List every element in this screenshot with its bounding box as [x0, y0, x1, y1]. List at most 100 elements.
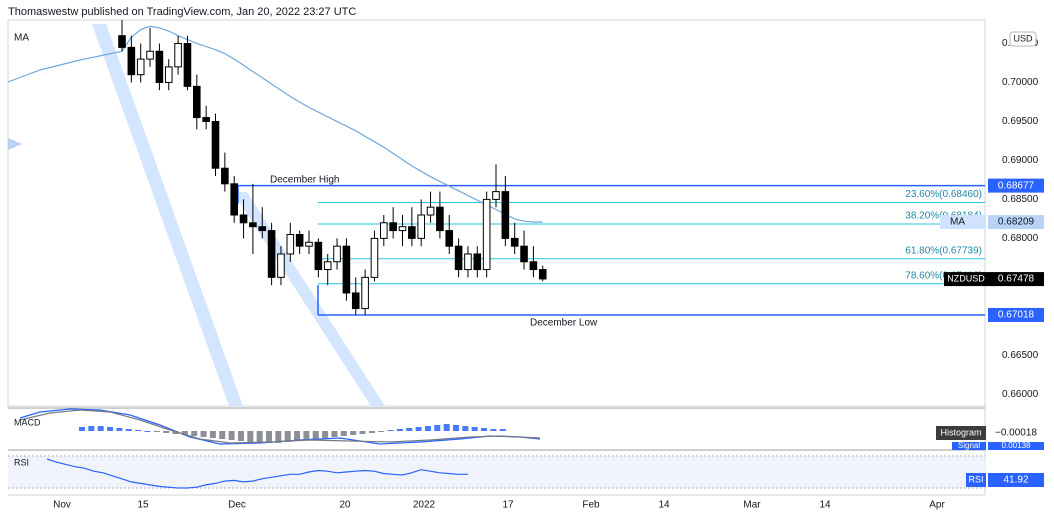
candle[interactable] [529, 261, 538, 271]
macd-bar [125, 429, 132, 431]
macd-bar [359, 431, 366, 434]
macd-signal-line [19, 409, 541, 444]
signal-label-bg [952, 442, 986, 450]
candle[interactable] [323, 261, 332, 271]
candle[interactable] [342, 245, 351, 294]
candle[interactable] [501, 191, 510, 239]
candle[interactable] [211, 120, 220, 169]
candle[interactable] [520, 245, 528, 263]
december-low-label: December Low [530, 318, 598, 329]
x-tick-label: 15 [137, 500, 149, 511]
x-tick-label: Dec [228, 500, 246, 511]
candle[interactable] [464, 253, 472, 271]
candle[interactable] [267, 230, 276, 278]
candle[interactable] [398, 226, 407, 232]
macd-legend-label: MACD [14, 417, 41, 427]
macd-bar [256, 431, 263, 443]
y-tick-label: 0.68500 [1002, 194, 1039, 205]
candle[interactable] [361, 276, 369, 310]
dec-low-tag-bg [988, 307, 1044, 322]
currency-badge[interactable] [1009, 31, 1037, 47]
fib-label: 23.60%(0.68460) [905, 189, 982, 200]
candle[interactable] [492, 191, 500, 200]
candle[interactable] [202, 117, 210, 122]
ma-legend-label: MA [14, 33, 29, 44]
candle[interactable] [305, 241, 313, 247]
candle[interactable] [389, 222, 397, 232]
price-pane-frame [7, 19, 986, 407]
candle[interactable] [426, 206, 435, 216]
macd-bar [209, 431, 216, 438]
signal-label: Signal [958, 441, 980, 450]
x-tick-label: 20 [339, 500, 351, 511]
candle[interactable] [127, 46, 136, 76]
ma-line [7, 25, 543, 223]
signal-value-bg [988, 442, 1044, 450]
x-tick-label: 2022 [413, 500, 436, 511]
candle[interactable] [445, 230, 454, 247]
candle[interactable] [221, 167, 229, 185]
histogram-label-bg [936, 426, 986, 440]
currency-label: USD [1013, 33, 1033, 43]
macd-bar [415, 427, 422, 431]
candle[interactable] [333, 245, 341, 263]
candle[interactable] [146, 50, 154, 60]
candle[interactable] [136, 58, 145, 76]
candle[interactable] [473, 253, 482, 271]
rsi-tag-bg [966, 473, 986, 487]
candle[interactable] [538, 269, 547, 280]
candle[interactable] [380, 222, 388, 239]
macd-bar [331, 431, 338, 437]
macd-bar [275, 431, 282, 443]
candle[interactable] [314, 241, 323, 271]
candle[interactable] [510, 237, 519, 247]
macd-bar [181, 431, 188, 435]
candle[interactable] [249, 222, 257, 228]
x-tick-label: 17 [502, 500, 514, 511]
macd-bar [424, 426, 431, 431]
candle[interactable] [436, 206, 444, 232]
macd-bar [312, 431, 319, 439]
candle[interactable] [193, 85, 201, 119]
macd-bar [266, 431, 272, 443]
candle[interactable] [258, 226, 267, 232]
macd-bar [499, 429, 506, 431]
x-tick-label: Mar [743, 500, 761, 511]
macd-bar [284, 431, 291, 442]
candle[interactable] [230, 183, 238, 216]
macd-bar [97, 426, 104, 431]
macd-bar [443, 424, 450, 431]
y-tick-label: 0.68000 [1002, 233, 1039, 244]
candle[interactable] [417, 214, 425, 239]
signal-value: 0.00138 [1002, 441, 1031, 450]
candle[interactable] [118, 35, 126, 48]
rsi-value: 41.92 [1003, 475, 1028, 486]
histogram-label: Histogram [940, 427, 981, 437]
candle[interactable] [295, 233, 304, 247]
candle[interactable] [408, 226, 416, 239]
candle[interactable] [155, 50, 164, 83]
x-tick-label: 14 [819, 500, 831, 511]
candle[interactable] [277, 253, 285, 278]
candle[interactable] [239, 214, 248, 224]
macd-bar [462, 426, 469, 431]
candle[interactable] [482, 198, 491, 271]
ma-tag-label: MA [950, 217, 965, 228]
macd-bar [247, 431, 254, 442]
candle[interactable] [174, 42, 182, 68]
candle[interactable] [286, 233, 295, 255]
macd-bar [340, 431, 347, 436]
publish-header: Thomaswestw published on TradingView.com… [8, 6, 357, 18]
candle[interactable] [183, 42, 192, 87]
y-tick-label: 0.66500 [1002, 350, 1039, 361]
candle[interactable] [164, 66, 173, 83]
candle[interactable] [454, 245, 463, 271]
x-tick-label: Nov [53, 500, 71, 511]
macd-bar [144, 431, 151, 432]
candle[interactable] [370, 237, 379, 278]
candle[interactable] [351, 292, 360, 310]
y-tick-label: 0.69500 [1002, 116, 1039, 127]
y-tick-label: 0.69000 [1002, 155, 1039, 166]
